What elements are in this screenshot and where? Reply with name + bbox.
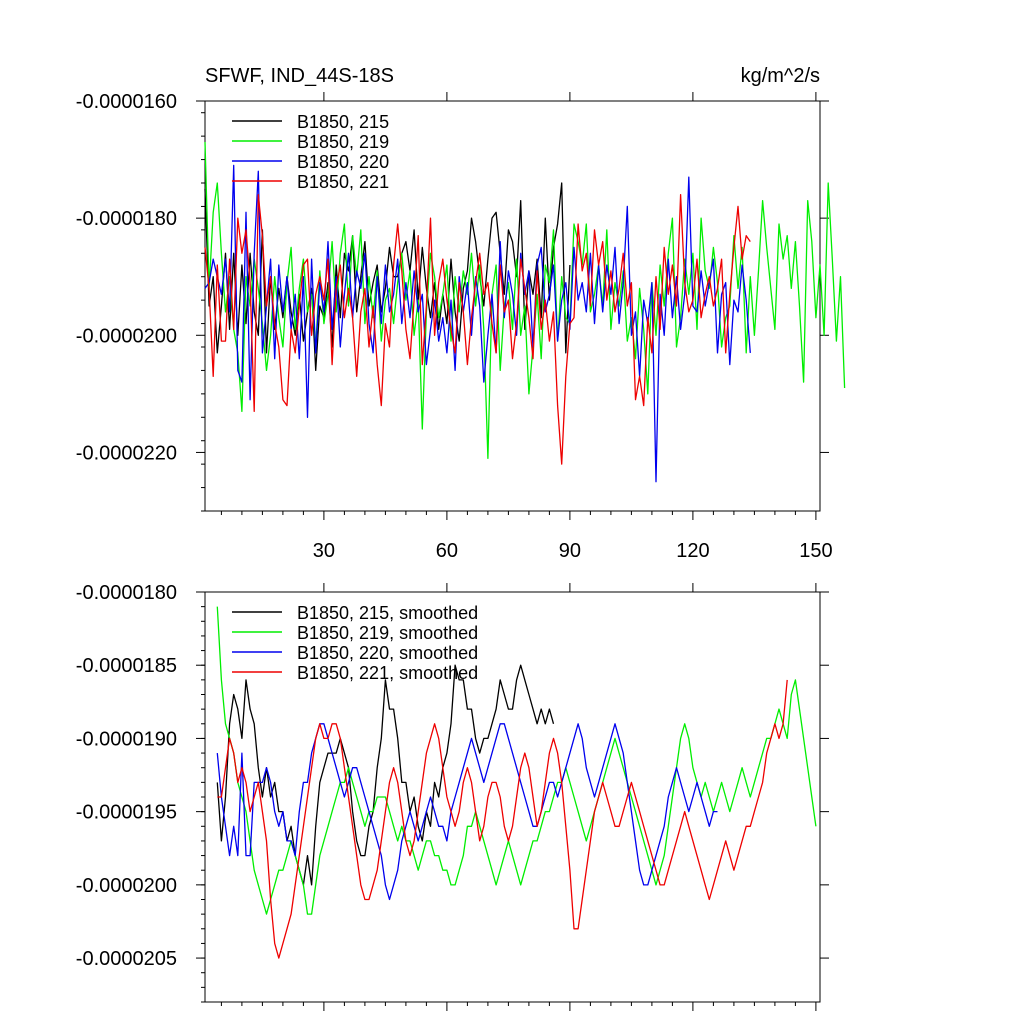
units-label: kg/m^2/s [741, 65, 820, 87]
y-tick-label: -0.0000220 [76, 442, 177, 464]
series-line-1 [204, 182, 571, 372]
legend-label: B1850, 220, smoothed [297, 643, 478, 663]
x-tick-label: 150 [799, 540, 832, 562]
y-tick-label: -0.0000190 [76, 728, 177, 750]
y-tick-label: -0.0000195 [76, 802, 177, 824]
series-line-3 [216, 723, 718, 901]
x-tick-label: 120 [676, 540, 709, 562]
legend-label: B1850, 221 [297, 172, 389, 192]
legend-label: B1850, 215 [297, 112, 389, 132]
y-tick-label: -0.0000185 [76, 655, 177, 677]
y-tick-label: -0.0000200 [76, 875, 177, 897]
legend-label: B1850, 215, smoothed [297, 603, 478, 623]
series-line-2 [204, 141, 846, 459]
legend-label: B1850, 219 [297, 132, 389, 152]
legend-label: B1850, 219, smoothed [297, 623, 478, 643]
series-line-1 [216, 664, 555, 886]
y-tick-label: -0.0000180 [76, 208, 177, 230]
series-line-4 [204, 194, 751, 465]
y-tick-label: -0.0000160 [76, 91, 177, 113]
y-tick-label: -0.0000180 [76, 582, 177, 604]
series-line-2 [216, 606, 817, 915]
legend-label: B1850, 221, smoothed [297, 663, 478, 683]
x-tick-label: 30 [313, 540, 335, 562]
x-tick-label: 90 [559, 540, 581, 562]
legend-label: B1850, 220 [297, 152, 389, 172]
plot-frame-1 [204, 100, 821, 512]
y-tick-label: -0.0000205 [76, 948, 177, 970]
series-line-3 [204, 164, 751, 483]
series-line-4 [217, 679, 788, 959]
chart-title: SFWF, IND_44S-18S [205, 65, 394, 87]
y-tick-label: -0.0000200 [76, 325, 177, 347]
x-tick-label: 60 [436, 540, 458, 562]
